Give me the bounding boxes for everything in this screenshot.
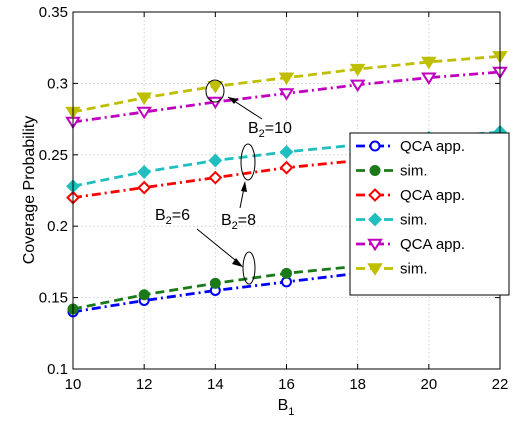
legend-label: QCA app.: [400, 236, 465, 253]
series-4: [65, 66, 508, 130]
x-tick-label: 18: [349, 376, 366, 393]
y-tick-label: 0.3: [47, 75, 68, 92]
data-point: [136, 92, 152, 105]
annotation-arrowhead-b2-10: [228, 97, 238, 104]
data-point: [349, 63, 366, 77]
data-point: [208, 153, 223, 168]
x-tick-label: 22: [492, 376, 509, 393]
data-point: [209, 277, 221, 289]
annotation-ellipse-b2-6: [242, 251, 256, 285]
annotation-b2-6: B2=6: [155, 207, 190, 227]
legend-entry: sim.: [356, 261, 428, 278]
data-point: [281, 267, 292, 279]
annotation-arrow-b2-6: [196, 228, 241, 265]
annotation-ellipse-b2-8: [240, 143, 256, 181]
data-point: [369, 165, 381, 176]
data-point: [279, 145, 294, 159]
y-tick-label: 0.35: [39, 4, 68, 21]
x-tick-label: 16: [278, 376, 295, 393]
x-tick-label: 14: [207, 376, 224, 393]
data-point: [279, 160, 294, 175]
data-point: [137, 180, 152, 195]
series-5: [65, 51, 508, 120]
x-tick-label: 20: [420, 376, 437, 393]
annotation-b2-8: B2=8: [221, 212, 256, 232]
data-point: [367, 263, 383, 276]
data-point: [136, 106, 152, 120]
data-point: [207, 81, 224, 94]
tick-labels: 10 12 14 16 18 20 22 0.1 0.15 0.2 0.25 0.3 0.35: [39, 4, 509, 393]
data-point: [208, 170, 223, 185]
data-point: [369, 140, 381, 152]
x-tick-label: 10: [65, 376, 82, 393]
annotation-b2-10: B2=10: [248, 120, 292, 140]
legend: QCA app. sim. QCA app. sim. QCA app. sim.: [349, 132, 510, 296]
data-point: [368, 212, 382, 227]
data-point: [278, 72, 295, 85]
data-point: [138, 289, 150, 301]
data-point: [421, 72, 437, 85]
annotations: B2=10 B2=8 B2=6: [155, 79, 292, 285]
annotation-arrowhead-b2-6: [232, 258, 243, 267]
legend-entry: QCA app.: [356, 187, 465, 204]
y-tick-label: 0.25: [39, 147, 68, 164]
legend-entry: sim.: [356, 163, 428, 180]
legend-label: sim.: [400, 261, 428, 278]
y-tick-label: 0.15: [39, 290, 68, 307]
legend-entry: QCA app.: [356, 138, 465, 155]
x-tick-label: 12: [136, 376, 153, 393]
data-point: [349, 79, 366, 93]
legend-label: QCA app.: [400, 187, 465, 204]
annotation-arrowhead-b2-8: [241, 181, 247, 192]
y-tick-label: 0.1: [47, 361, 68, 378]
data-point: [278, 88, 295, 101]
data-point: [137, 165, 152, 179]
legend-label: sim.: [400, 163, 428, 180]
y-tick-label: 0.2: [47, 218, 68, 235]
annotation-ellipse-b2-10: [205, 79, 225, 103]
data-point: [207, 96, 224, 110]
legend-entry: QCA app.: [356, 236, 465, 253]
x-axis-title: B1: [278, 397, 295, 418]
legend-label: sim.: [400, 212, 428, 229]
data-point: [421, 56, 437, 70]
legend-entry: sim.: [356, 212, 428, 229]
data-point: [367, 238, 383, 252]
legend-label: QCA app.: [400, 138, 465, 155]
y-axis-title: Coverage Probability: [21, 116, 38, 265]
data-point: [368, 188, 382, 202]
